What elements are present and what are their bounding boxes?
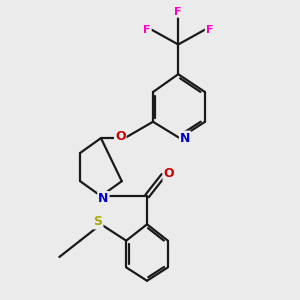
- Text: S: S: [94, 215, 103, 228]
- Text: N: N: [98, 192, 109, 205]
- Text: O: O: [115, 130, 126, 143]
- Text: F: F: [206, 25, 213, 34]
- Text: N: N: [180, 132, 190, 145]
- Text: O: O: [164, 167, 174, 180]
- Text: F: F: [175, 7, 182, 17]
- Text: F: F: [143, 25, 151, 34]
